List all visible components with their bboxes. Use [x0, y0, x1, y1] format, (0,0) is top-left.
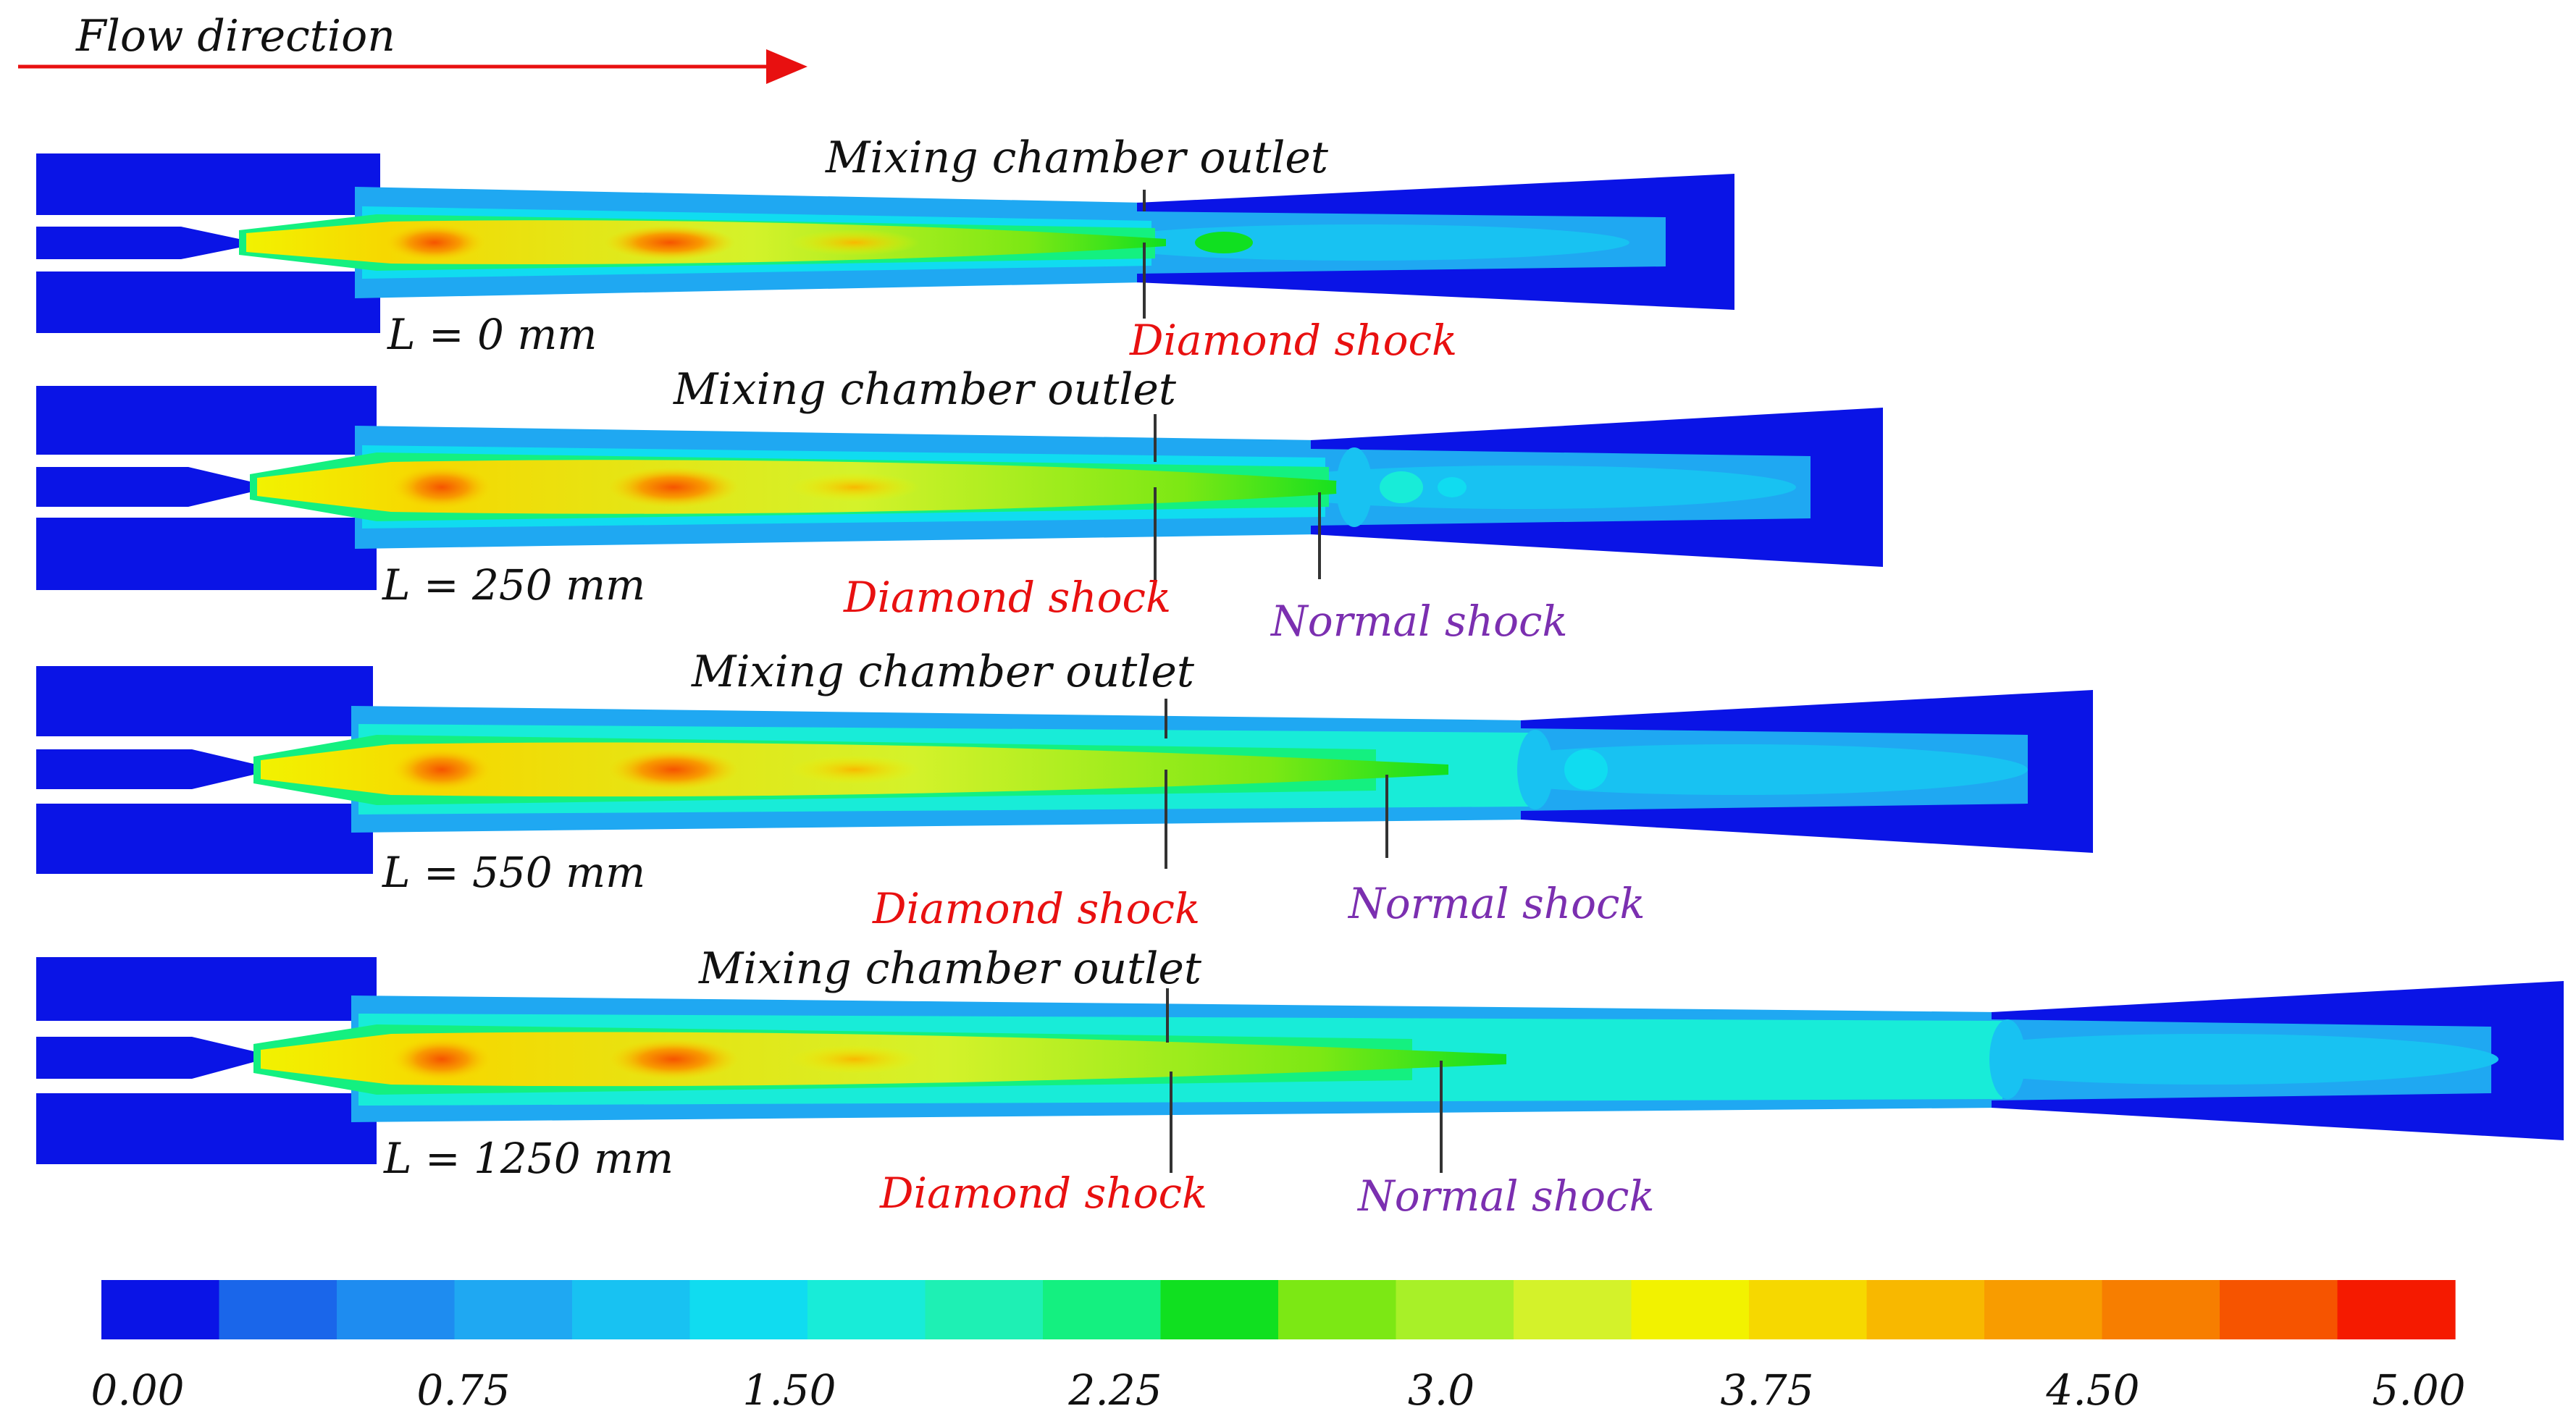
diamond-shock-label: Diamond shock: [879, 1169, 1207, 1218]
colorbar-cell: [2337, 1280, 2456, 1339]
primary-nozzle-wall-top: [36, 153, 380, 215]
colorbar-tick-label: 0.00: [91, 1365, 184, 1415]
diamond-shock-label: Diamond shock: [1129, 316, 1457, 365]
diffuser-core-layer: [1246, 466, 1796, 509]
mixing-outlet-label: Mixing chamber outlet: [825, 132, 1329, 183]
post-shock-spot: [1564, 749, 1608, 790]
length-label: L = 1250 mm: [383, 1134, 674, 1183]
primary-nozzle-wall-bottom: [36, 518, 377, 590]
primary-nozzle-wall-top: [36, 957, 377, 1021]
colorbar-tick-label: 3.75: [1720, 1365, 1813, 1415]
normal-shock-front: [1336, 447, 1372, 527]
length-label: L = 250 mm: [382, 560, 645, 610]
colorbar-cell: [1160, 1280, 1279, 1339]
colorbar-cell: [1984, 1280, 2103, 1339]
hot-spot: [391, 748, 492, 791]
contour-panel-l0: Mixing chamber outlet L = 0 mm Diamond s…: [36, 132, 1734, 365]
warm-spot: [789, 755, 920, 784]
primary-nozzle-wall-bottom: [36, 271, 380, 333]
colorbar-tick-label: 4.50: [2045, 1365, 2139, 1415]
colorbar-tick-label: 3.0: [1408, 1365, 1474, 1415]
colorbar-cell: [1866, 1280, 1985, 1339]
primary-nozzle-wall-top: [36, 666, 373, 736]
contour-panel-l250: Mixing chamber outlet L = 250 mm Diamond…: [36, 364, 1883, 646]
colorbar-cell: [689, 1280, 808, 1339]
colorbar-tick-label: 5.00: [2372, 1365, 2465, 1415]
mixing-outlet-label: Mixing chamber outlet: [698, 943, 1202, 994]
colorbar-cell: [572, 1280, 691, 1339]
colorbar-cell: [2102, 1280, 2220, 1339]
contour-panel-l550: Mixing chamber outlet L = 550 mm Diamond…: [36, 647, 2093, 933]
colorbar-cell: [101, 1280, 220, 1339]
diamond-shock-label: Diamond shock: [872, 884, 1200, 933]
diffuser-core-layer: [1094, 224, 1629, 261]
hot-spot: [391, 1037, 492, 1081]
colorbar-cell: [1278, 1280, 1397, 1339]
colorbar-cell: [807, 1280, 926, 1339]
length-label: L = 0 mm: [387, 310, 597, 359]
post-shock-spot: [1195, 232, 1253, 253]
hot-spot: [608, 749, 739, 790]
length-label: L = 550 mm: [382, 848, 645, 897]
primary-nozzle: [36, 749, 253, 789]
primary-nozzle-wall-bottom: [36, 804, 373, 874]
colorbar-cell: [454, 1280, 573, 1339]
flow-direction-arrow: [18, 49, 807, 84]
normal-shock-label: Normal shock: [1356, 1171, 1655, 1221]
diamond-shock-label: Diamond shock: [843, 573, 1171, 622]
contour-panel-l1250: Mixing chamber outlet L = 1250 mm Diamon…: [36, 943, 2564, 1221]
primary-nozzle: [36, 467, 250, 507]
hot-spot: [391, 466, 492, 509]
mixing-outlet-label: Mixing chamber outlet: [673, 364, 1177, 415]
warm-spot: [789, 473, 920, 502]
colorbar-cell: [2220, 1280, 2338, 1339]
hot-spot: [384, 224, 485, 261]
colorbar-cell: [925, 1280, 1044, 1339]
primary-nozzle-wall-top: [36, 386, 377, 455]
primary-nozzle: [36, 227, 239, 259]
primary-nozzle-wall-bottom: [36, 1093, 377, 1164]
colorbar-cell: [1631, 1280, 1750, 1339]
diffuser-core-layer: [1919, 1034, 2499, 1085]
post-shock-spot: [1438, 477, 1467, 497]
flow-direction-label: Flow direction: [75, 11, 395, 62]
warm-spot: [789, 1045, 920, 1074]
colorbar-tick-label: 1.50: [742, 1365, 836, 1415]
hot-spot: [608, 1039, 739, 1079]
colorbar-tick-label: 0.75: [416, 1365, 510, 1415]
normal-shock-front: [1989, 1019, 2026, 1099]
normal-shock-front: [1517, 730, 1553, 809]
primary-nozzle: [36, 1037, 253, 1079]
warm-spot: [789, 230, 920, 256]
colorbar-tick-label: 2.25: [1067, 1365, 1162, 1415]
colorbar-cell: [1396, 1280, 1514, 1339]
hot-spot: [605, 225, 735, 260]
colorbar: [101, 1280, 2456, 1339]
post-shock-spot: [1380, 471, 1423, 503]
colorbar-cell: [1043, 1280, 1162, 1339]
colorbar-cell: [1514, 1280, 1632, 1339]
hot-spot: [608, 467, 739, 508]
mixing-outlet-label: Mixing chamber outlet: [691, 647, 1195, 697]
colorbar-cell: [219, 1280, 337, 1339]
colorbar-tick-labels: 0.00 0.75 1.50 2.25 3.0 3.75 4.50 5.00: [91, 1365, 2465, 1415]
normal-shock-label: Normal shock: [1270, 597, 1568, 646]
normal-shock-label: Normal shock: [1347, 879, 1645, 928]
colorbar-cell: [1749, 1280, 1868, 1339]
colorbar-cell: [337, 1280, 456, 1339]
